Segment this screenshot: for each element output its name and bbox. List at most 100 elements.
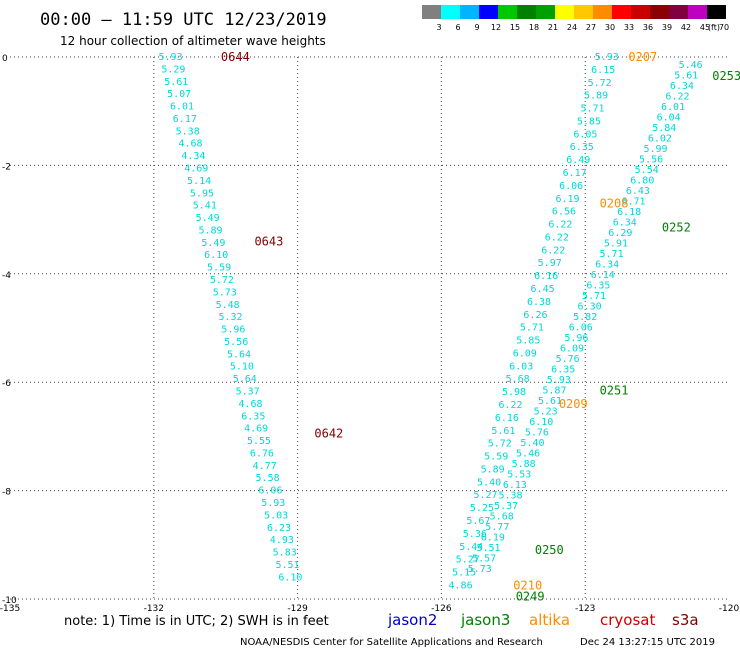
x-tick-label: -135 — [0, 604, 20, 614]
y-tick-label: -8 — [2, 488, 11, 498]
scale-label: 70 — [719, 23, 729, 32]
wave-value: 5.72 — [588, 78, 612, 89]
wave-value: 6.45 — [531, 284, 555, 295]
wave-value: 5.57 — [472, 554, 496, 565]
scale-swatch — [707, 5, 726, 19]
y-tick-label: -4 — [2, 271, 11, 281]
wave-value: 6.10 — [529, 417, 553, 428]
wave-value: 5.56 — [224, 337, 248, 348]
scale-label: 36 — [643, 23, 653, 32]
scale-label: 6 — [455, 23, 460, 32]
scale-swatch — [517, 5, 536, 19]
scale-swatch — [479, 5, 498, 19]
scale-label: 42 — [681, 23, 691, 32]
wave-value: 6.09 — [513, 348, 537, 359]
wave-value: 5.27 — [456, 555, 480, 566]
wave-value: 5.38 — [498, 491, 522, 502]
wave-value: 5.85 — [516, 336, 540, 347]
wave-value: 5.89 — [481, 464, 505, 475]
wave-value: 5.49 — [196, 213, 220, 224]
wave-value: 6.29 — [608, 228, 632, 239]
wave-value: 4.68 — [238, 399, 262, 410]
wave-value: 6.49 — [566, 155, 590, 166]
pass-label: 0643 — [254, 234, 283, 248]
scale-swatch — [650, 5, 669, 19]
wave-value: 6.01 — [661, 102, 685, 113]
scale-label: 27 — [586, 23, 596, 32]
satellite-legend: jason2 jason3 altika cryosat s3a — [387, 611, 699, 629]
scale-label: 39 — [662, 23, 672, 32]
wave-value: 6.26 — [523, 310, 547, 321]
scale-swatch — [498, 5, 517, 19]
wave-value: 4.68 — [179, 139, 203, 150]
wave-value: 6.02 — [648, 134, 672, 145]
wave-value: 5.71 — [520, 323, 544, 334]
wave-value: 5.14 — [187, 176, 211, 187]
wave-value: 6.22 — [545, 232, 569, 243]
wave-value: 5.64 — [233, 374, 257, 385]
wave-value: 5.83 — [273, 548, 297, 559]
wave-value: 4.34 — [181, 151, 205, 162]
wave-height-values: 5.935.295.615.076.016.175.384.684.344.69… — [159, 52, 703, 591]
wave-value: 6.34 — [670, 81, 694, 92]
wave-value: 5.55 — [247, 436, 271, 447]
wave-value: 5.40 — [520, 438, 544, 449]
x-tick-label: -129 — [287, 604, 308, 614]
wave-value: 5.88 — [512, 459, 536, 470]
wave-value: 5.84 — [652, 123, 676, 134]
wave-value: 5.32 — [218, 312, 242, 323]
wave-value: 6.15 — [591, 65, 615, 76]
wave-value: 5.54 — [635, 165, 659, 176]
legend-altika: altika — [529, 611, 570, 629]
wave-value: 5.73 — [468, 564, 492, 575]
scale-swatch — [536, 5, 555, 19]
color-scale-legend: 3 6 9 12 15 18 21 24 27 30 33 36 39 42 45 70(ft) — [422, 5, 729, 32]
wave-value: 5.89 — [584, 91, 608, 102]
pass-label: 0209 — [559, 397, 588, 411]
scale-label: 18 — [529, 23, 539, 32]
wave-value: 5.61 — [538, 396, 562, 407]
wave-value: 5.61 — [674, 71, 698, 82]
wave-value: 6.17 — [173, 114, 197, 125]
wave-value: 5.61 — [491, 426, 515, 437]
pass-label: 0249 — [516, 589, 545, 603]
wave-value: 5.67 — [466, 516, 490, 527]
scale-label: 21 — [548, 23, 558, 32]
pass-label: 0207 — [628, 50, 657, 64]
wave-value: 5.91 — [604, 239, 628, 250]
legend-jason2: jason2 — [387, 611, 437, 629]
wave-value: 5.44 — [459, 542, 483, 553]
wave-value: 6.35 — [241, 411, 265, 422]
scale-swatch — [441, 5, 460, 19]
wave-value: 5.98 — [502, 387, 526, 398]
wave-value: 5.40 — [477, 477, 501, 488]
pass-label: 0253 — [712, 69, 740, 83]
wave-value: 5.93 — [595, 52, 619, 63]
wave-value: 6.03 — [509, 361, 533, 372]
wave-value: 6.22 — [541, 245, 565, 256]
wave-value: 6.56 — [552, 207, 576, 218]
scale-swatch — [631, 5, 650, 19]
wave-value: 5.48 — [216, 300, 240, 311]
scale-swatch — [555, 5, 574, 19]
scale-label: 3 — [436, 23, 441, 32]
wave-value: 6.04 — [657, 113, 681, 124]
wave-value: 5.96 — [564, 333, 588, 344]
wave-value: 5.37 — [494, 501, 518, 512]
scale-swatch — [460, 5, 479, 19]
legend-jason3: jason3 — [460, 611, 510, 629]
y-tick-label: -10 — [2, 596, 17, 606]
wave-value: 5.51 — [276, 560, 300, 571]
wave-value: 4.86 — [449, 580, 473, 591]
wave-value: 6.43 — [626, 186, 650, 197]
legend-cryosat: cryosat — [600, 611, 655, 629]
wave-value: 5.93 — [159, 52, 183, 63]
wave-value: 4.93 — [270, 535, 294, 546]
x-tick-label: -123 — [575, 604, 595, 614]
wave-value: 5.96 — [221, 325, 245, 336]
wave-value: 5.59 — [207, 263, 231, 274]
wave-value: 6.35 — [586, 281, 610, 292]
scale-swatch — [688, 5, 707, 19]
pass-label: 0252 — [662, 221, 691, 235]
